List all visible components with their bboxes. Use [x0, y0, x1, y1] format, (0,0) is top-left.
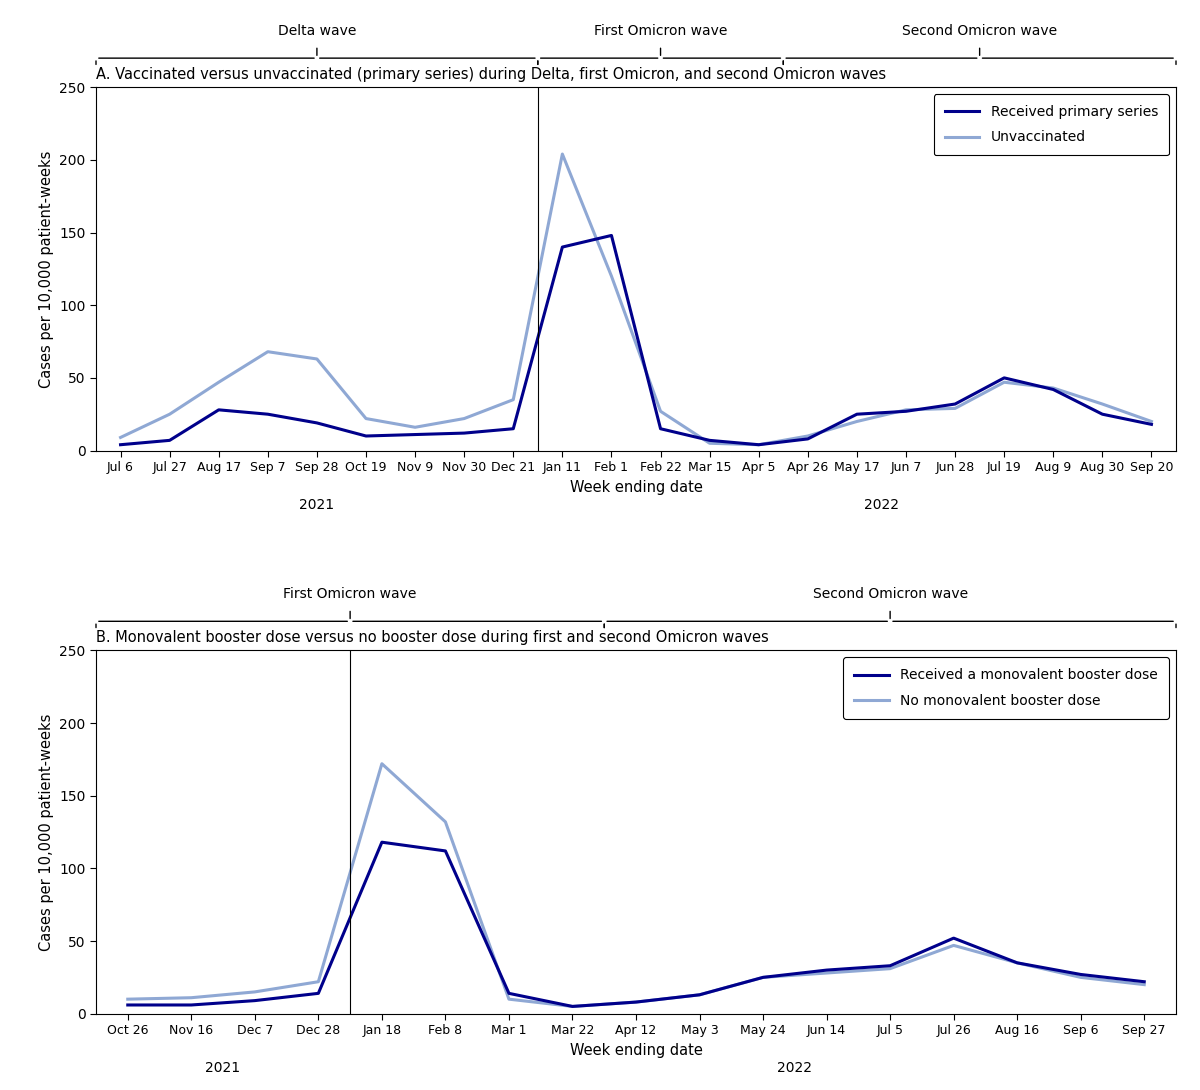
Text: A. Vaccinated versus unvaccinated (primary series) during Delta, first Omicron, : A. Vaccinated versus unvaccinated (prima… [96, 66, 886, 82]
Unvaccinated [653, 404, 667, 417]
Received primary series [899, 404, 913, 417]
No monovalent booster dose [438, 815, 452, 828]
No monovalent booster dose [502, 993, 516, 1006]
Unvaccinated [359, 412, 373, 425]
Received a monovalent booster dose [311, 986, 325, 1000]
Text: 2021: 2021 [299, 498, 335, 512]
Unvaccinated [260, 346, 275, 359]
Unvaccinated [408, 421, 422, 434]
Received a monovalent booster dose [883, 959, 898, 972]
Received primary series [850, 408, 864, 421]
Received a monovalent booster dose [629, 995, 643, 1008]
Received primary series [997, 372, 1012, 385]
Legend: Received primary series, Unvaccinated: Received primary series, Unvaccinated [934, 94, 1169, 156]
Text: 2022: 2022 [864, 498, 899, 512]
Received primary series [310, 416, 324, 429]
Received a monovalent booster dose [947, 932, 961, 945]
Legend: Received a monovalent booster dose, No monovalent booster dose: Received a monovalent booster dose, No m… [844, 657, 1169, 718]
Received primary series [800, 433, 815, 446]
Received a monovalent booster dose [756, 971, 770, 984]
Text: 2021: 2021 [205, 1061, 241, 1075]
No monovalent booster dose [692, 989, 707, 1002]
Received a monovalent booster dose [565, 1000, 580, 1013]
Unvaccinated [948, 402, 962, 415]
Line: Received primary series: Received primary series [120, 235, 1152, 445]
Received primary series [457, 426, 472, 439]
Received primary series [1145, 417, 1159, 431]
Unvaccinated [310, 352, 324, 365]
No monovalent booster dose [1138, 978, 1152, 991]
Received primary series [1096, 408, 1110, 421]
Text: First Omicron wave: First Omicron wave [594, 24, 727, 38]
Unvaccinated [899, 403, 913, 416]
No monovalent booster dose [247, 985, 262, 998]
Unvaccinated [457, 412, 472, 425]
Unvaccinated [751, 438, 766, 451]
Line: Received a monovalent booster dose: Received a monovalent booster dose [127, 843, 1145, 1006]
Received a monovalent booster dose [820, 964, 834, 977]
No monovalent booster dose [883, 962, 898, 976]
Text: First Omicron wave: First Omicron wave [283, 588, 416, 602]
Received a monovalent booster dose [374, 836, 389, 849]
No monovalent booster dose [1010, 956, 1025, 969]
Y-axis label: Cases per 10,000 patient-weeks: Cases per 10,000 patient-weeks [38, 150, 54, 388]
Received primary series [359, 429, 373, 443]
Received a monovalent booster dose [692, 989, 707, 1002]
Received primary series [605, 229, 619, 242]
Received primary series [113, 438, 127, 451]
Received a monovalent booster dose [1010, 956, 1025, 969]
Unvaccinated [1096, 398, 1110, 411]
No monovalent booster dose [374, 758, 389, 771]
Received a monovalent booster dose [1074, 968, 1088, 981]
Received primary series [751, 438, 766, 451]
Y-axis label: Cases per 10,000 patient-weeks: Cases per 10,000 patient-weeks [38, 713, 54, 950]
Received primary series [260, 408, 275, 421]
No monovalent booster dose [1074, 971, 1088, 984]
Received a monovalent booster dose [502, 986, 516, 1000]
Line: No monovalent booster dose: No monovalent booster dose [127, 764, 1145, 1006]
No monovalent booster dose [820, 967, 834, 980]
Text: 2022: 2022 [778, 1061, 812, 1075]
No monovalent booster dose [184, 991, 198, 1004]
Received a monovalent booster dose [120, 998, 134, 1012]
Received primary series [211, 403, 226, 416]
Received primary series [408, 428, 422, 441]
Received primary series [162, 434, 176, 447]
Received a monovalent booster dose [438, 845, 452, 858]
Text: Second Omicron wave: Second Omicron wave [902, 24, 1057, 38]
Line: Unvaccinated: Unvaccinated [120, 154, 1152, 445]
Received primary series [702, 434, 716, 447]
No monovalent booster dose [311, 976, 325, 989]
X-axis label: Week ending date: Week ending date [570, 1043, 702, 1057]
Received a monovalent booster dose [1138, 976, 1152, 989]
Text: Delta wave: Delta wave [277, 24, 356, 38]
Unvaccinated [997, 376, 1012, 389]
Text: B. Monovalent booster dose versus no booster dose during first and second Omicro: B. Monovalent booster dose versus no boo… [96, 630, 769, 645]
Received primary series [948, 398, 962, 411]
Received primary series [506, 422, 521, 435]
Received primary series [1046, 383, 1061, 396]
No monovalent booster dose [947, 938, 961, 952]
Unvaccinated [800, 429, 815, 443]
No monovalent booster dose [120, 993, 134, 1006]
Unvaccinated [850, 415, 864, 428]
No monovalent booster dose [756, 971, 770, 984]
Unvaccinated [702, 437, 716, 450]
X-axis label: Week ending date: Week ending date [570, 480, 702, 495]
Received a monovalent booster dose [247, 994, 262, 1007]
Unvaccinated [1145, 415, 1159, 428]
No monovalent booster dose [565, 1000, 580, 1013]
Received primary series [653, 422, 667, 435]
Unvaccinated [113, 431, 127, 444]
Unvaccinated [605, 269, 619, 282]
Unvaccinated [162, 408, 176, 421]
Text: Second Omicron wave: Second Omicron wave [812, 588, 967, 602]
Unvaccinated [211, 376, 226, 389]
Unvaccinated [506, 393, 521, 407]
Unvaccinated [556, 147, 570, 160]
Received primary series [556, 241, 570, 254]
No monovalent booster dose [629, 995, 643, 1008]
Received a monovalent booster dose [184, 998, 198, 1012]
Unvaccinated [1046, 382, 1061, 395]
